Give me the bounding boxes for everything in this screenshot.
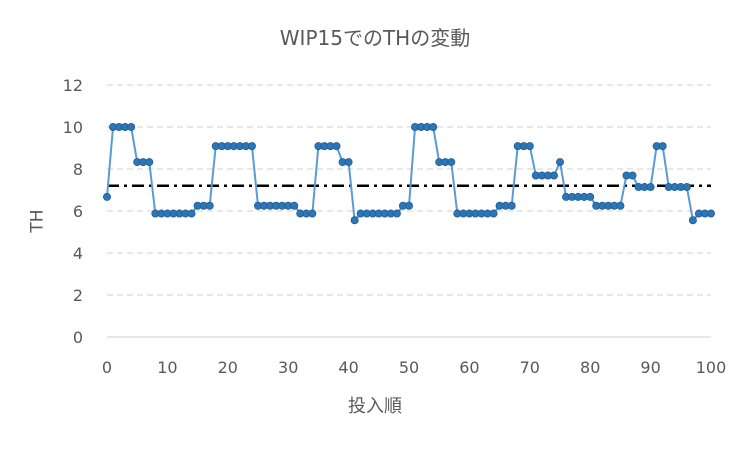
x-tick-label: 100 [696, 358, 727, 377]
y-tick-label: 2 [73, 286, 83, 305]
data-point [489, 209, 498, 218]
x-tick-label: 70 [520, 358, 540, 377]
x-tick-label: 30 [278, 358, 298, 377]
data-point [525, 142, 534, 151]
x-tick-label: 50 [399, 358, 419, 377]
data-point [429, 123, 438, 132]
data-point [127, 123, 136, 132]
data-point [507, 201, 516, 210]
y-tick-label: 6 [73, 202, 83, 221]
th-series-points [103, 123, 716, 225]
data-point [682, 183, 691, 192]
y-tick-label: 8 [73, 160, 83, 179]
y-tick-label: 10 [63, 118, 83, 137]
data-point [350, 216, 359, 225]
x-tick-label: 90 [640, 358, 660, 377]
data-point [187, 209, 196, 218]
y-tick-label: 12 [63, 76, 83, 95]
x-axis-label: 投入順 [348, 396, 402, 417]
data-point [447, 158, 456, 167]
x-axis-ticks: 0 10 20 30 40 50 60 70 80 90 100 [102, 358, 726, 377]
data-point [707, 209, 716, 218]
data-point [549, 171, 558, 180]
data-point [205, 201, 214, 210]
data-point [145, 158, 154, 167]
x-tick-label: 10 [157, 358, 177, 377]
x-tick-label: 0 [102, 358, 112, 377]
y-axis-ticks: 0 2 4 6 8 10 12 [63, 76, 83, 347]
x-tick-label: 80 [580, 358, 600, 377]
data-point [616, 201, 625, 210]
chart-title: WIP15でのTHの変動 [279, 26, 471, 50]
x-tick-label: 20 [218, 358, 238, 377]
data-point [628, 171, 637, 180]
gridlines [107, 84, 711, 296]
data-point [290, 201, 299, 210]
data-point [556, 158, 565, 167]
data-point [586, 192, 595, 201]
data-point [344, 158, 353, 167]
y-tick-label: 0 [73, 328, 83, 347]
data-point [103, 192, 112, 201]
data-point [658, 142, 667, 151]
x-tick-label: 60 [459, 358, 479, 377]
data-point [247, 142, 256, 151]
data-point [332, 142, 341, 151]
data-point [308, 209, 317, 218]
data-point [404, 201, 413, 210]
x-tick-label: 40 [338, 358, 358, 377]
data-point [688, 216, 697, 225]
y-tick-label: 4 [73, 244, 83, 263]
data-point [646, 183, 655, 192]
data-point [392, 209, 401, 218]
y-axis-label: TH [27, 209, 48, 233]
